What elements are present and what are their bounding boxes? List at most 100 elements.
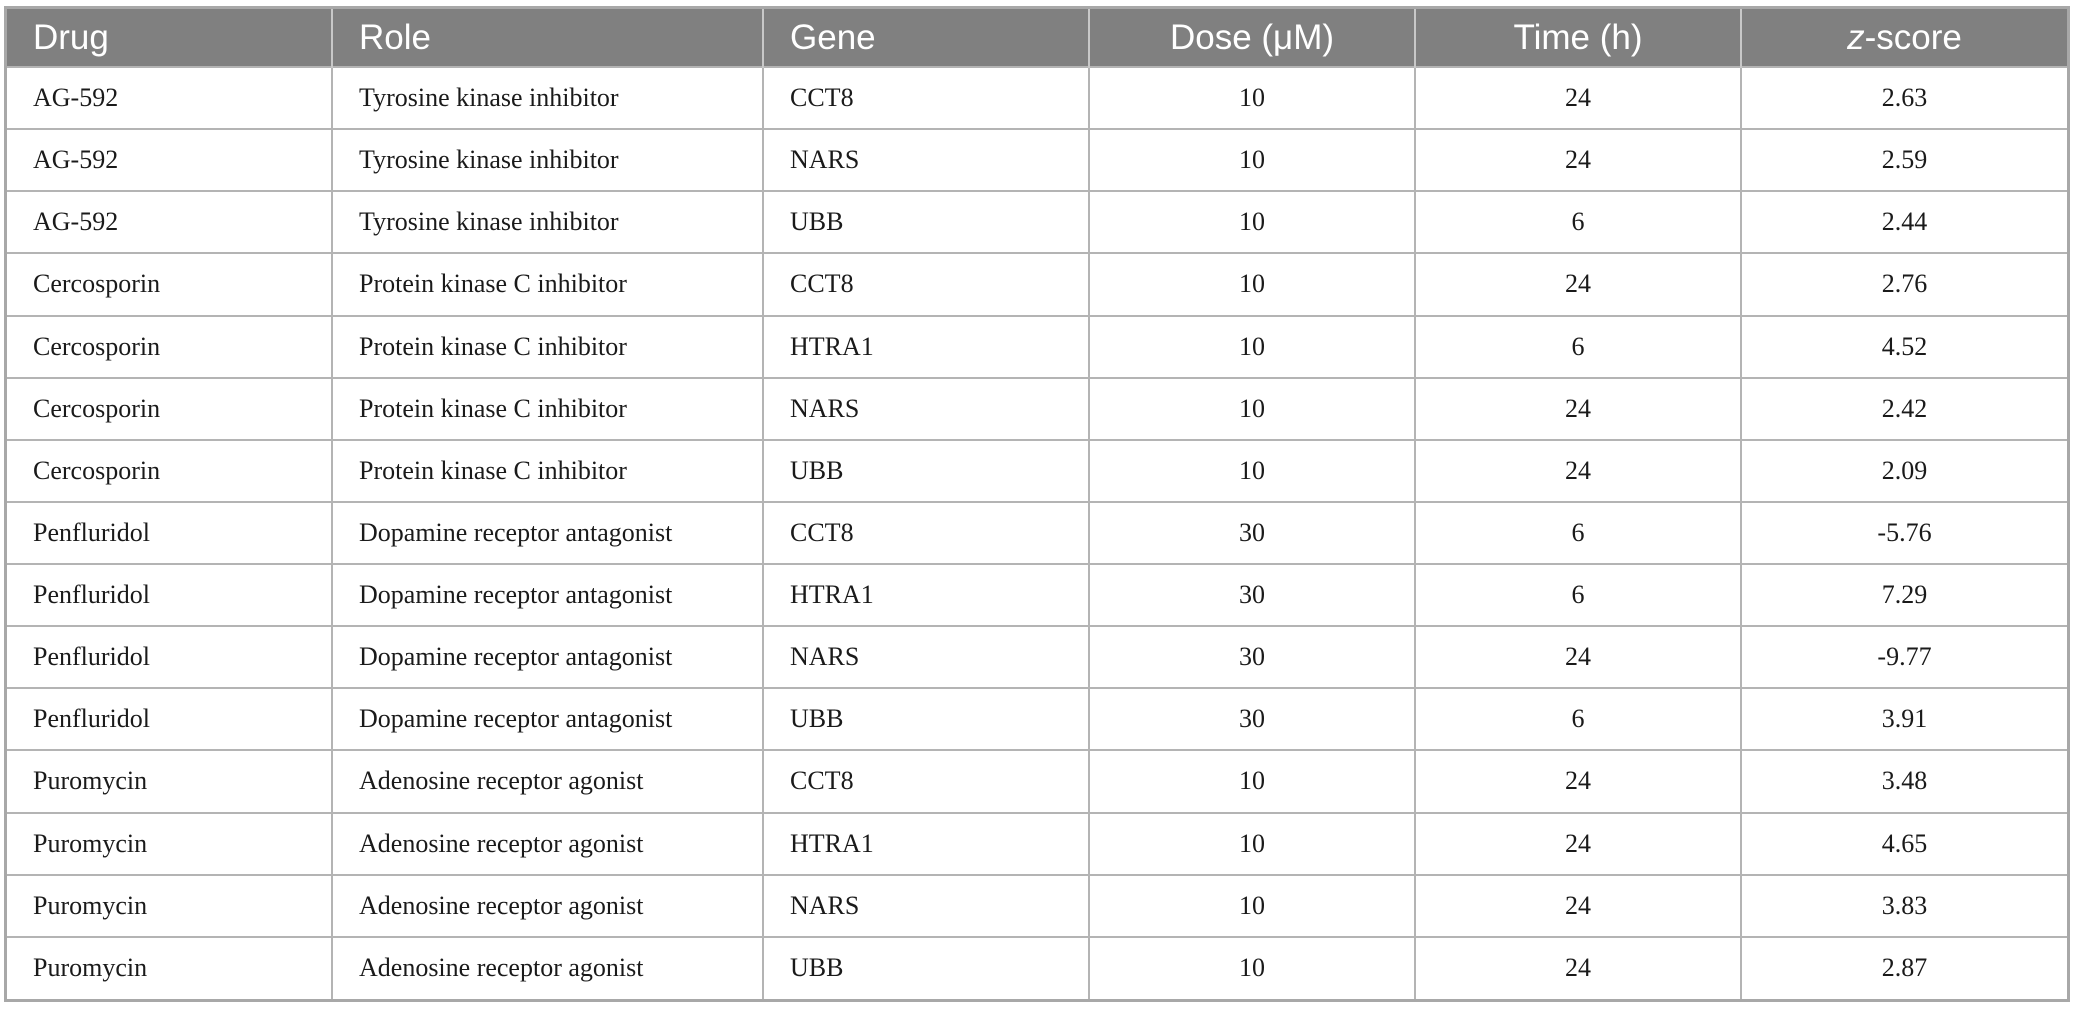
cell-role: Adenosine receptor agonist [332,935,764,999]
cell-gene: NARS [763,128,1090,192]
cell-time: 6 [1415,562,1742,627]
cell-gene: CCT8 [763,749,1090,813]
cell-gene: NARS [763,873,1090,937]
table-header-row: Drug Role Gene Dose (μM) Time (h) z-scor… [7,9,2067,67]
cell-gene: CCT8 [763,65,1090,130]
cell-z-score: 2.09 [1741,438,2067,502]
cell-role: Dopamine receptor antagonist [332,500,764,564]
cell-drug: Puromycin [7,873,333,937]
table-row: Penfluridol Dopamine receptor antagonist… [7,562,2067,627]
cell-time: 24 [1415,65,1742,130]
cell-drug: Cercosporin [7,314,333,378]
header-z-rest: -score [1864,17,1962,57]
header-dose: Dose (μM) [1089,9,1416,67]
cell-gene: CCT8 [763,500,1090,564]
cell-dose: 10 [1089,935,1416,999]
table-row: Cercosporin Protein kinase C inhibitor N… [7,376,2067,440]
table-row: Penfluridol Dopamine receptor antagonist… [7,625,2067,689]
table-row: Penfluridol Dopamine receptor antagonist… [7,500,2067,564]
cell-time: 24 [1415,625,1742,689]
table-row: Puromycin Adenosine receptor agonist HTR… [7,811,2067,875]
cell-role: Protein kinase C inhibitor [332,314,764,378]
cell-time: 6 [1415,314,1742,378]
cell-role: Adenosine receptor agonist [332,873,764,937]
cell-z-score: 3.48 [1741,749,2067,813]
cell-role: Tyrosine kinase inhibitor [332,65,764,130]
header-drug: Drug [7,9,333,67]
table-row: Puromycin Adenosine receptor agonist CCT… [7,749,2067,813]
cell-gene: HTRA1 [763,562,1090,627]
cell-drug: Cercosporin [7,376,333,440]
table-row: Puromycin Adenosine receptor agonist UBB… [7,935,2067,999]
cell-role: Adenosine receptor agonist [332,811,764,875]
cell-time: 24 [1415,376,1742,440]
cell-gene: NARS [763,376,1090,440]
cell-z-score: 2.76 [1741,252,2067,316]
cell-role: Tyrosine kinase inhibitor [332,128,764,192]
cell-drug: Penfluridol [7,500,333,564]
header-z-italic: z [1847,17,1865,57]
cell-z-score: 4.52 [1741,314,2067,378]
table-row: Penfluridol Dopamine receptor antagonist… [7,687,2067,751]
table-row: Cercosporin Protein kinase C inhibitor C… [7,252,2067,316]
table-row: Cercosporin Protein kinase C inhibitor U… [7,438,2067,502]
cell-dose: 10 [1089,65,1416,130]
cell-dose: 30 [1089,500,1416,564]
cell-z-score: 2.44 [1741,190,2067,254]
cell-dose: 30 [1089,625,1416,689]
table-row: Puromycin Adenosine receptor agonist NAR… [7,873,2067,937]
header-time: Time (h) [1415,9,1742,67]
cell-gene: UBB [763,190,1090,254]
cell-role: Dopamine receptor antagonist [332,625,764,689]
cell-role: Dopamine receptor antagonist [332,562,764,627]
cell-role: Protein kinase C inhibitor [332,252,764,316]
cell-drug: AG-592 [7,65,333,130]
cell-role: Protein kinase C inhibitor [332,376,764,440]
cell-time: 6 [1415,687,1742,751]
cell-gene: CCT8 [763,252,1090,316]
cell-drug: AG-592 [7,190,333,254]
drug-gene-table: Drug Role Gene Dose (μM) Time (h) z-scor… [7,9,2067,999]
cell-time: 24 [1415,749,1742,813]
cell-dose: 10 [1089,376,1416,440]
cell-dose: 10 [1089,749,1416,813]
cell-time: 24 [1415,438,1742,502]
cell-drug: Cercosporin [7,252,333,316]
cell-role: Protein kinase C inhibitor [332,438,764,502]
cell-dose: 30 [1089,687,1416,751]
cell-role: Tyrosine kinase inhibitor [332,190,764,254]
cell-drug: Puromycin [7,811,333,875]
header-gene: Gene [763,9,1090,67]
cell-time: 6 [1415,500,1742,564]
cell-z-score: -9.77 [1741,625,2067,689]
cell-z-score: -5.76 [1741,500,2067,564]
cell-dose: 10 [1089,190,1416,254]
cell-role: Dopamine receptor antagonist [332,687,764,751]
cell-dose: 30 [1089,562,1416,627]
cell-drug: Penfluridol [7,562,333,627]
cell-gene: HTRA1 [763,811,1090,875]
cell-time: 24 [1415,252,1742,316]
cell-dose: 10 [1089,252,1416,316]
cell-drug: Cercosporin [7,438,333,502]
cell-time: 24 [1415,811,1742,875]
cell-time: 24 [1415,873,1742,937]
data-table-container: Drug Role Gene Dose (μM) Time (h) z-scor… [4,6,2070,1002]
cell-z-score: 2.87 [1741,935,2067,999]
cell-drug: AG-592 [7,128,333,192]
cell-gene: UBB [763,935,1090,999]
cell-z-score: 2.42 [1741,376,2067,440]
header-role: Role [332,9,764,67]
cell-z-score: 7.29 [1741,562,2067,627]
table-row: Cercosporin Protein kinase C inhibitor H… [7,314,2067,378]
cell-drug: Puromycin [7,749,333,813]
cell-dose: 10 [1089,314,1416,378]
cell-z-score: 4.65 [1741,811,2067,875]
cell-z-score: 3.83 [1741,873,2067,937]
cell-z-score: 2.59 [1741,128,2067,192]
cell-drug: Penfluridol [7,687,333,751]
table-row: AG-592 Tyrosine kinase inhibitor UBB 10 … [7,190,2067,254]
cell-time: 6 [1415,190,1742,254]
cell-drug: Puromycin [7,935,333,999]
cell-dose: 10 [1089,128,1416,192]
